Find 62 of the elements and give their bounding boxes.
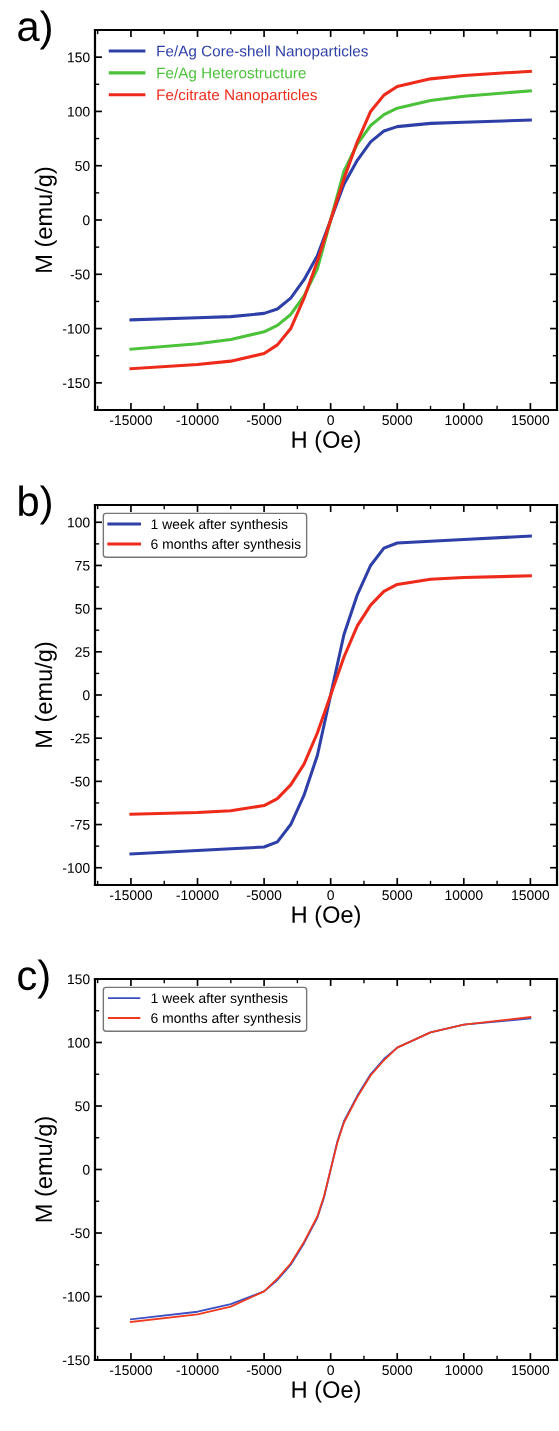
y-tick-label: 100 bbox=[68, 106, 90, 117]
x-tick-label: -15000 bbox=[109, 890, 153, 901]
x-tick-label: -15000 bbox=[109, 1365, 153, 1376]
legend-label: 6 months after synthesis bbox=[151, 538, 301, 552]
x-tick-label: 10000 bbox=[445, 890, 483, 901]
y-axis-title: M (emu/g) bbox=[34, 167, 57, 272]
legend-label: Fe/Ag Heterostructure bbox=[157, 67, 306, 82]
line-series bbox=[129, 574, 532, 816]
x-tick-label: 5000 bbox=[382, 890, 413, 901]
x-tick-label: -10000 bbox=[176, 1365, 219, 1376]
y-tick-label: 100 bbox=[68, 517, 90, 528]
x-axis-title: H (Oe) bbox=[292, 1380, 360, 1403]
legend-label: Fe/citrate Nanoparticles bbox=[157, 89, 317, 104]
y-tick-label: -50 bbox=[70, 1228, 90, 1239]
y-axis-title: M (emu/g) bbox=[34, 1117, 57, 1222]
y-tick-label: 150 bbox=[68, 52, 90, 63]
y-tick-label: -75 bbox=[70, 820, 90, 830]
x-tick-label: -5000 bbox=[246, 1365, 282, 1376]
chart-title: a) bbox=[18, 10, 51, 50]
x-tick-label: -15000 bbox=[109, 415, 153, 426]
x-tick-label: -10000 bbox=[176, 415, 219, 426]
y-tick-label: 50 bbox=[75, 161, 90, 171]
x-tick-label: 15000 bbox=[512, 890, 550, 901]
legend-label: 1 week after synthesis bbox=[151, 992, 288, 1006]
y-tick-label: 25 bbox=[75, 647, 90, 657]
y-tick-label: 0 bbox=[82, 215, 90, 226]
y-tick-label: -100 bbox=[62, 1291, 90, 1302]
y-tick-label: -100 bbox=[62, 323, 90, 334]
x-tick-label: -10000 bbox=[176, 890, 219, 901]
chart-title: c) bbox=[18, 959, 49, 999]
y-tick-label: -25 bbox=[70, 733, 90, 744]
y-tick-label: -150 bbox=[62, 1355, 90, 1366]
x-tick-label: 0 bbox=[327, 1365, 334, 1376]
y-tick-label: 0 bbox=[82, 1164, 90, 1175]
y-tick-label: -50 bbox=[70, 269, 90, 280]
y-tick-label: -100 bbox=[62, 863, 90, 873]
x-axis-title: H (Oe) bbox=[292, 905, 360, 928]
x-tick-label: 0 bbox=[327, 890, 334, 901]
y-tick-label: 100 bbox=[68, 1037, 90, 1048]
y-tick-label: -150 bbox=[62, 378, 90, 389]
x-tick-label: -5000 bbox=[246, 415, 282, 426]
y-tick-label: 150 bbox=[68, 974, 90, 985]
legend-label: 6 months after synthesis bbox=[151, 1012, 301, 1026]
legend-label: 1 week after synthesis bbox=[151, 518, 288, 532]
legend-label: Fe/Ag Core-shell Nanoparticles bbox=[157, 45, 368, 60]
y-tick-label: 75 bbox=[75, 560, 90, 571]
x-tick-label: 10000 bbox=[445, 1365, 483, 1376]
x-tick-label: 15000 bbox=[512, 1365, 550, 1376]
x-tick-label: -5000 bbox=[246, 890, 282, 901]
y-tick-label: 0 bbox=[82, 690, 90, 701]
x-axis-title: H (Oe) bbox=[292, 430, 360, 453]
y-axis-title: M (emu/g) bbox=[34, 642, 57, 747]
y-tick-label: 50 bbox=[75, 603, 90, 614]
y-tick-label: 50 bbox=[75, 1101, 90, 1112]
line-series bbox=[129, 534, 532, 856]
x-tick-label: 5000 bbox=[382, 415, 413, 426]
x-tick-label: 10000 bbox=[445, 415, 483, 426]
x-tick-label: 5000 bbox=[382, 1365, 413, 1376]
x-tick-label: 15000 bbox=[512, 415, 550, 426]
chart-title: b) bbox=[19, 485, 51, 525]
y-tick-label: -50 bbox=[70, 776, 90, 787]
x-tick-label: 0 bbox=[327, 415, 334, 426]
